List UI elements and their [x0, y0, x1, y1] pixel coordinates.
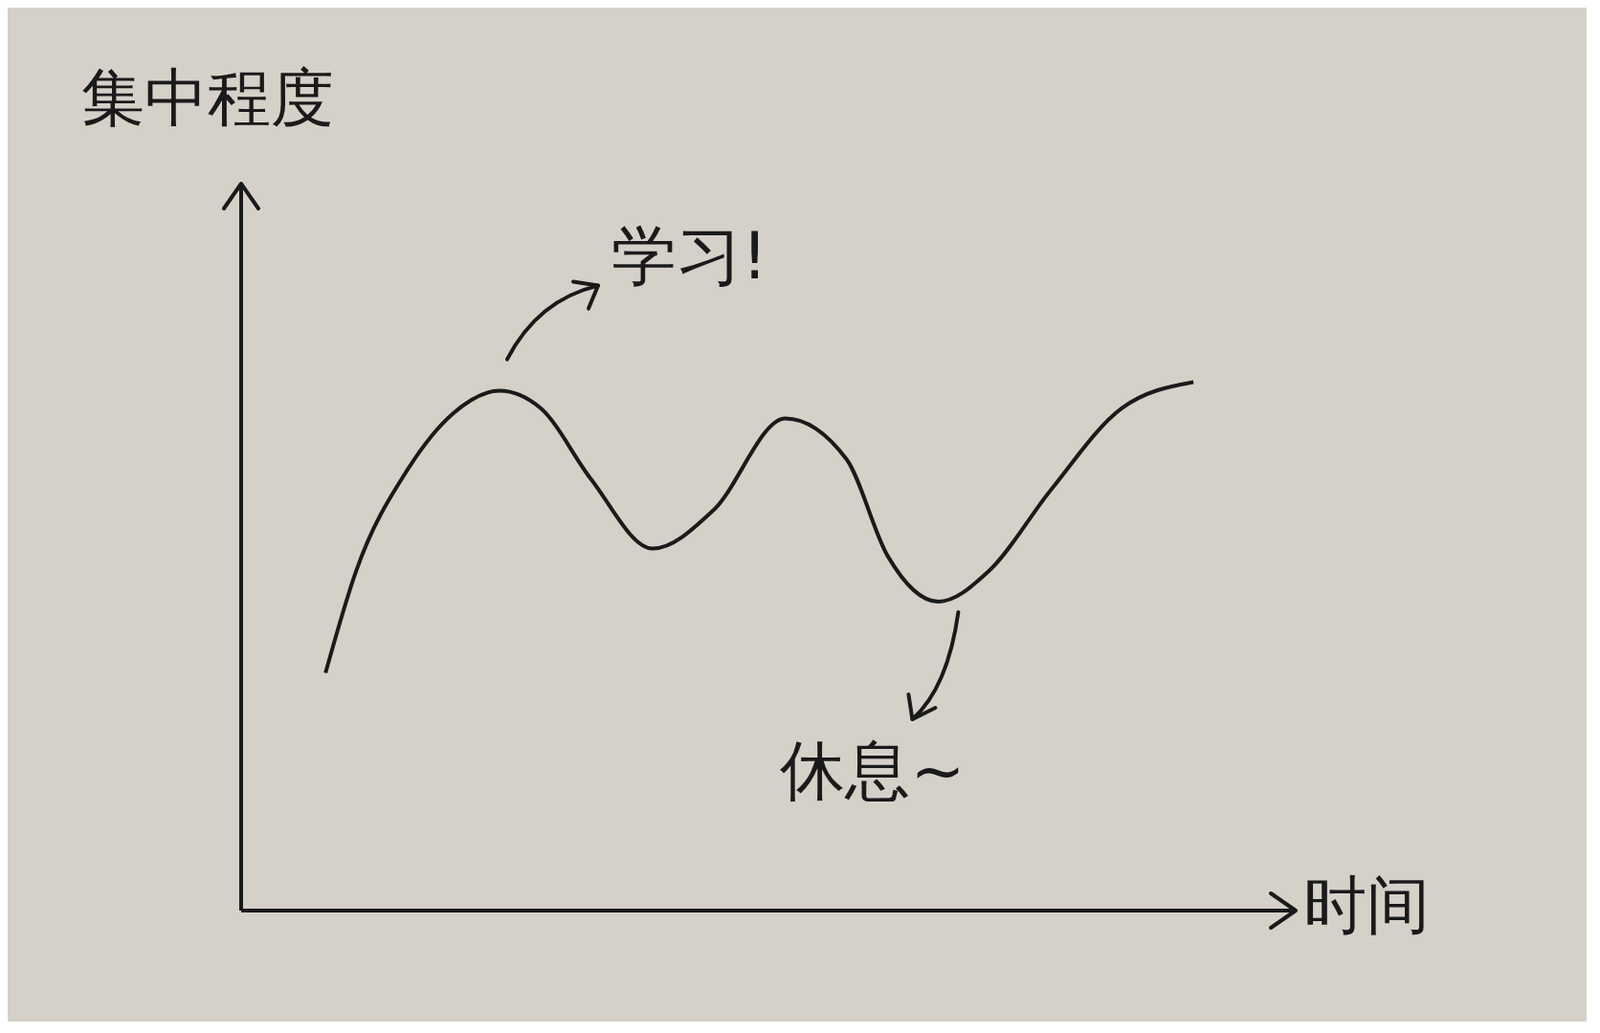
svg-text:休息~: 休息~	[779, 733, 965, 809]
svg-text:学习!: 学习!	[611, 218, 768, 294]
html-text:时间: 时间	[1303, 868, 1430, 943]
html-text:集中程度: 集中程度	[81, 61, 334, 135]
